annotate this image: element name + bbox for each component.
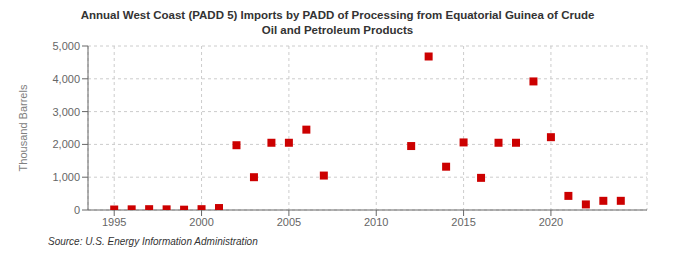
svg-text:5,000: 5,000 (52, 40, 80, 52)
html-text:Oil and Petroleum Products: Oil and Petroleum Products (261, 24, 414, 36)
svg-text:2000: 2000 (189, 216, 213, 228)
svg-text:0: 0 (74, 204, 80, 216)
html-text:Annual West Coast (PADD 5) Imp: Annual West Coast (PADD 5) Imports by PA… (80, 9, 595, 21)
svg-text:Thousand Barrels: Thousand Barrels (17, 84, 29, 171)
svg-text:2005: 2005 (277, 216, 301, 228)
svg-text:2,000: 2,000 (52, 138, 80, 150)
svg-text:2010: 2010 (364, 216, 388, 228)
svg-text:1,000: 1,000 (52, 171, 80, 183)
html-text:Source: U.S. Energy Informatio: Source: U.S. Energy Information Administ… (48, 236, 258, 247)
svg-text:3,000: 3,000 (52, 106, 80, 118)
svg-text:1995: 1995 (102, 216, 126, 228)
svg-text:2020: 2020 (539, 216, 563, 228)
svg-text:2015: 2015 (451, 216, 475, 228)
svg-text:4,000: 4,000 (52, 73, 80, 85)
